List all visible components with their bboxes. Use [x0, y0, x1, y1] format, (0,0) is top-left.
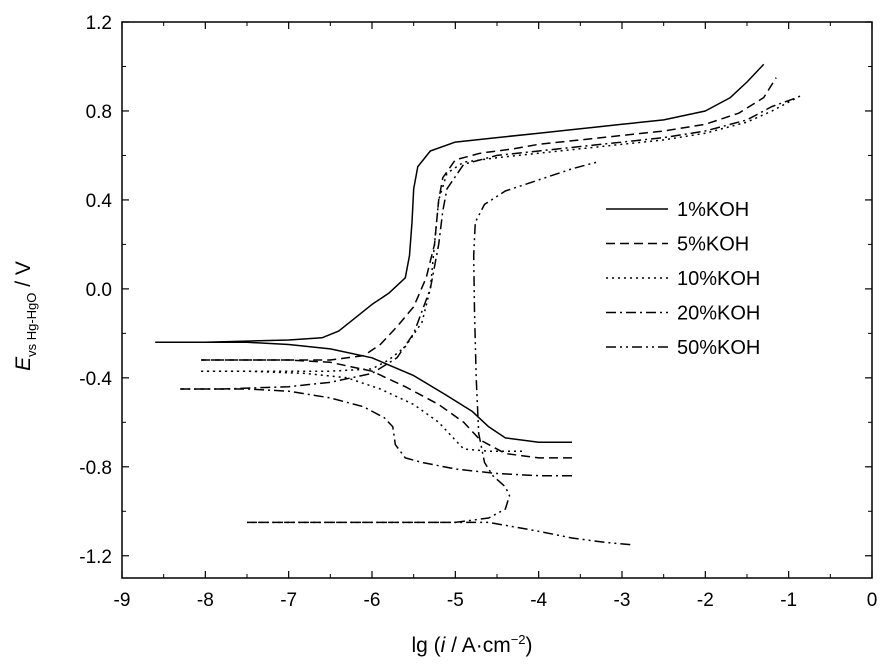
series-20%KOH: [180, 96, 798, 477]
x-axis-title-prefix: lg (: [411, 634, 440, 657]
legend-label: 20%KOH: [677, 303, 760, 325]
series-5%KOH: [201, 77, 777, 459]
x-tick-label: -8: [197, 590, 214, 611]
x-tick-label: -2: [697, 590, 714, 611]
svg-text:Evs Hg-HgO / V: Evs Hg-HgO / V: [12, 261, 39, 371]
y-tick-label: 1.2: [86, 13, 112, 34]
x-tick-label: -7: [280, 590, 297, 611]
series-line-cathodic: [201, 359, 572, 459]
x-axis-title-italic: i: [441, 634, 447, 657]
x-tick-label: -6: [364, 590, 381, 611]
series-50%KOH: [247, 161, 631, 546]
series-line-cathodic: [155, 341, 572, 444]
plot-frame: [121, 21, 873, 579]
plot-area: -9 -8 -7 -6 -5 -4 -3 -2 -1 0 -1.2 -0.8 -0.4 0.0 0.4 0.8…: [79, 13, 877, 611]
x-tick-label: 0: [867, 590, 878, 611]
x-axis-title: lg (i / A·cm−2): [411, 632, 532, 657]
series-line-cathodic: [180, 388, 572, 477]
series-1%KOH: [155, 63, 765, 444]
x-tick-label: -1: [780, 590, 797, 611]
y-tick-label: 0.0: [86, 280, 112, 301]
x-axis-title-suffix: ): [526, 634, 533, 657]
series-line-anodic: [180, 96, 798, 390]
series-line-cathodic: [201, 370, 522, 452]
y-tick-label: 0.4: [86, 191, 113, 212]
legend-label: 1%KOH: [677, 199, 749, 221]
svg-text:lg (i / A·cm−2): lg (i / A·cm−2): [411, 632, 532, 657]
x-tick-label: -5: [447, 590, 464, 611]
x-axis-title-middle: / A·cm: [445, 634, 510, 657]
y-axis-title-subscript: vs Hg-HgO: [24, 293, 39, 357]
x-tick-label: -3: [614, 590, 631, 611]
x-tick-label: -9: [114, 590, 131, 611]
y-axis-title-suffix: / V: [12, 261, 35, 293]
series-line-anodic: [201, 94, 802, 372]
legend-label: 10%KOH: [677, 268, 760, 290]
y-tick-label: -1.2: [79, 547, 112, 568]
series-line-anodic: [201, 77, 777, 361]
x-tick-label: -4: [530, 590, 547, 611]
legend-label: 5%KOH: [677, 234, 749, 256]
y-tick-label: -0.4: [79, 369, 112, 390]
series-10%KOH: [201, 94, 802, 452]
y-axis-title: Evs Hg-HgO / V: [12, 261, 39, 371]
series-line-anodic: [247, 161, 598, 524]
legend-label: 50%KOH: [677, 337, 760, 359]
x-axis-title-superscript: −2: [511, 632, 526, 647]
y-tick-label: 0.8: [86, 102, 112, 123]
legend: 1%KOH 5%KOH 10%KOH 20%KOH 50%KOH: [606, 199, 760, 359]
series-line-anodic: [155, 63, 765, 344]
series-line-cathodic: [247, 521, 631, 546]
y-tick-label: -0.8: [79, 458, 112, 479]
y-axis-title-main: E: [12, 356, 35, 371]
